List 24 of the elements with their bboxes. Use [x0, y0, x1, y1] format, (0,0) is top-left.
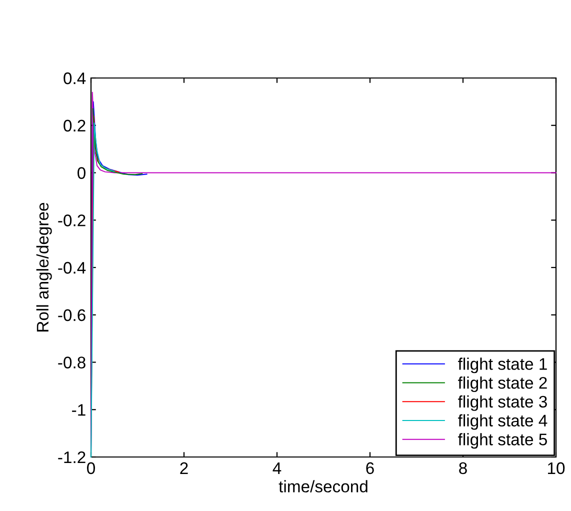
x-axis-title: time/second: [278, 480, 368, 492]
line-series: [90, 122, 115, 458]
legend-label: flight state 3: [458, 395, 547, 411]
x-tick-label: 2: [180, 462, 188, 474]
legend-label: flight state 5: [458, 433, 547, 449]
y-tick-label: -1.2: [58, 451, 86, 464]
y-axis-title: Roll angle/degree: [36, 202, 52, 332]
y-tick-label: -0.8: [58, 356, 86, 368]
legend-label: flight state 2: [458, 376, 547, 392]
y-tick-label: -0.6: [58, 309, 86, 322]
legend-label: flight state 4: [458, 414, 548, 430]
y-tick-label: -0.2: [58, 214, 86, 226]
x-tick-label: 6: [366, 462, 374, 474]
y-tick-label: 0.2: [64, 120, 86, 132]
y-tick-label: 0.4: [64, 72, 86, 84]
legend-label: flight state 1: [458, 358, 547, 374]
x-tick-label: 10: [548, 462, 565, 474]
x-tick-label: 4: [272, 462, 282, 474]
x-tick-label: 8: [459, 462, 467, 474]
line-series: [92, 108, 143, 176]
x-tick-label: 0: [87, 462, 95, 474]
y-tick-label: 0: [78, 167, 86, 179]
y-tick-label: -1: [72, 404, 86, 416]
y-tick-label: -0.4: [58, 262, 86, 274]
